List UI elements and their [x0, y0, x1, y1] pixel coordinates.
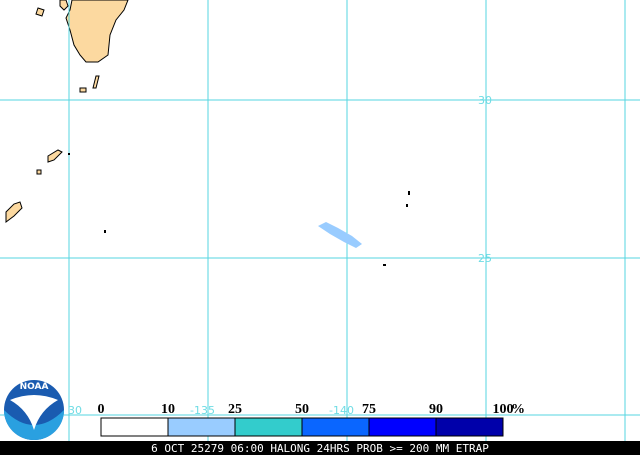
- island: [408, 191, 410, 195]
- logo-bird: [10, 395, 58, 430]
- legend-label: 10: [161, 402, 175, 417]
- caption: 6 OCT 25279 06:00 HALONG 24HRS PROB >= 2…: [151, 442, 489, 455]
- island: [68, 153, 70, 155]
- island: [406, 204, 408, 207]
- legend-label: 50: [295, 402, 309, 417]
- legend-swatch: [301, 417, 370, 437]
- legend-unit: %: [511, 402, 525, 417]
- land: [47, 149, 63, 163]
- grid-label: -140: [329, 404, 354, 417]
- legend-swatch: [234, 417, 303, 437]
- logo-text: NOAA: [20, 382, 49, 392]
- island: [104, 230, 106, 233]
- legend: 0 10 25 50 75 90 100%: [98, 402, 525, 437]
- land: [65, 0, 129, 63]
- legend-label: 100: [493, 402, 514, 417]
- land: [79, 87, 87, 93]
- grid-label: 25: [478, 252, 492, 265]
- legend-label: 90: [429, 402, 443, 417]
- land: [92, 75, 100, 89]
- legend-label: 25: [228, 402, 242, 417]
- graticule: [0, 0, 640, 441]
- land: [35, 7, 45, 17]
- probability-area: [318, 222, 362, 248]
- island: [383, 264, 386, 266]
- legend-label: 75: [362, 402, 376, 417]
- legend-swatch: [100, 417, 169, 437]
- land: [5, 201, 23, 223]
- land: [59, 0, 69, 11]
- legend-swatch: [167, 417, 236, 437]
- legend-swatch: [368, 417, 437, 437]
- caption-bar: [0, 441, 640, 455]
- land: [36, 169, 42, 175]
- legend-swatch: [435, 417, 504, 437]
- logo: NOAA: [4, 380, 64, 440]
- grid-label: -135: [190, 404, 215, 417]
- legend-label: 0: [98, 402, 105, 417]
- grid-label: 30: [68, 404, 82, 417]
- grid-label: 30: [478, 94, 492, 107]
